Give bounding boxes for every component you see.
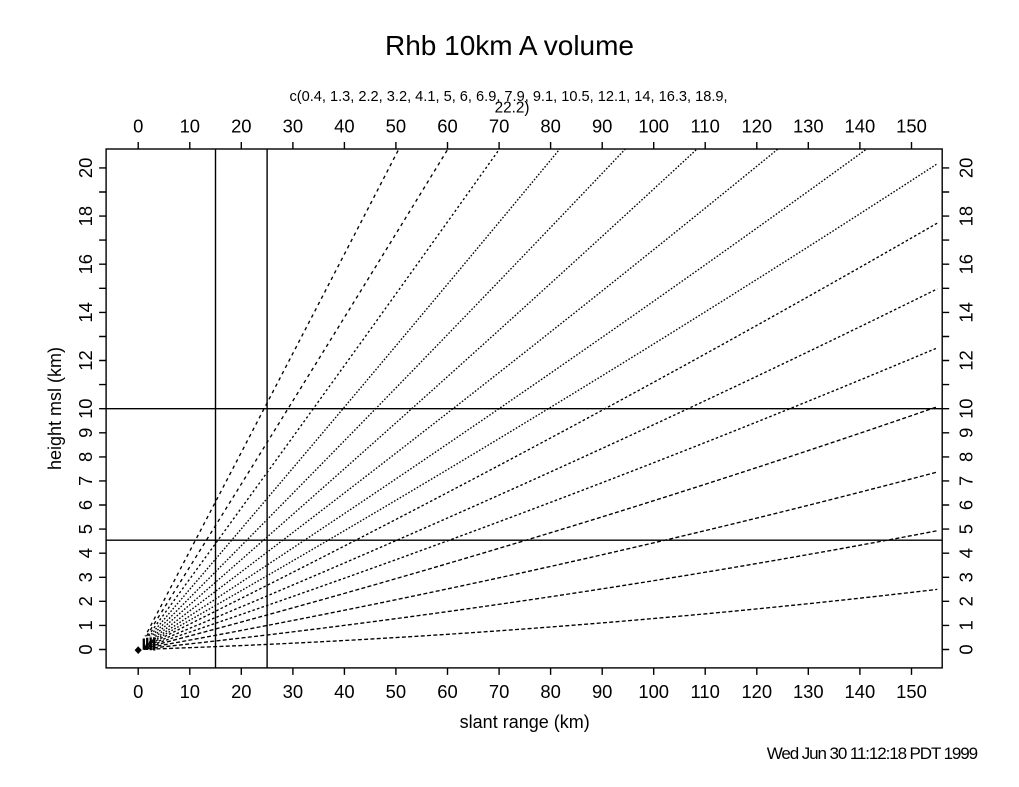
svg-text:9: 9 <box>955 428 976 438</box>
svg-text:140: 140 <box>845 681 876 702</box>
svg-text:Rhb 10km A volume: Rhb 10km A volume <box>385 30 634 61</box>
svg-text:7: 7 <box>955 476 976 486</box>
svg-text:20: 20 <box>955 158 976 178</box>
svg-text:4: 4 <box>955 548 976 558</box>
svg-text:8: 8 <box>75 452 96 462</box>
svg-text:12: 12 <box>955 350 976 370</box>
svg-text:100: 100 <box>638 681 669 702</box>
svg-text:6: 6 <box>955 500 976 510</box>
svg-text:14: 14 <box>75 302 96 322</box>
svg-text:3: 3 <box>75 572 96 582</box>
svg-text:20: 20 <box>231 681 251 702</box>
svg-text:0: 0 <box>133 116 143 137</box>
svg-text:16: 16 <box>75 254 96 274</box>
svg-text:0: 0 <box>133 681 143 702</box>
svg-text:40: 40 <box>334 116 354 137</box>
svg-text:40: 40 <box>334 681 354 702</box>
svg-text:8: 8 <box>955 452 976 462</box>
svg-text:90: 90 <box>592 116 612 137</box>
svg-text:110: 110 <box>691 681 720 702</box>
svg-text:12: 12 <box>75 350 96 370</box>
svg-text:10: 10 <box>955 398 976 418</box>
svg-text:3: 3 <box>955 572 976 582</box>
svg-text:90: 90 <box>592 681 612 702</box>
svg-text:140: 140 <box>845 116 876 137</box>
svg-text:0: 0 <box>75 644 96 654</box>
svg-text:height msl (km): height msl (km) <box>45 347 65 470</box>
svg-text:18: 18 <box>75 206 96 226</box>
svg-text:50: 50 <box>386 116 406 137</box>
svg-text:30: 30 <box>283 116 303 137</box>
svg-text:9: 9 <box>75 428 96 438</box>
svg-text:110: 110 <box>691 116 720 137</box>
svg-text:slant range (km): slant range (km) <box>460 712 590 732</box>
svg-text:130: 130 <box>793 681 824 702</box>
svg-text:5: 5 <box>75 524 96 534</box>
svg-text:80: 80 <box>540 681 560 702</box>
svg-text:14: 14 <box>955 302 976 322</box>
svg-text:c(0.4, 1.3, 2.2, 3.2, 4.1, 5,: c(0.4, 1.3, 2.2, 3.2, 4.1, 5, 6, 6.9, 7.… <box>289 89 727 105</box>
svg-text:100: 100 <box>638 116 669 137</box>
svg-text:Wed Jun 30 11:12:18 PDT 1999: Wed Jun 30 11:12:18 PDT 1999 <box>767 744 978 763</box>
svg-text:1: 1 <box>75 620 96 630</box>
svg-text:1: 1 <box>955 620 976 630</box>
svg-text:16: 16 <box>955 254 976 274</box>
svg-text:2: 2 <box>75 596 96 606</box>
svg-text:10: 10 <box>180 681 200 702</box>
svg-text:150: 150 <box>896 681 927 702</box>
svg-text:130: 130 <box>793 116 824 137</box>
svg-text:5: 5 <box>955 524 976 534</box>
svg-text:22.2): 22.2) <box>495 100 530 117</box>
svg-text:4: 4 <box>75 548 96 558</box>
svg-text:70: 70 <box>489 681 509 702</box>
svg-text:30: 30 <box>283 681 303 702</box>
svg-text:120: 120 <box>741 116 772 137</box>
svg-text:10: 10 <box>75 398 96 418</box>
svg-text:18: 18 <box>955 206 976 226</box>
svg-text:6: 6 <box>75 500 96 510</box>
svg-text:50: 50 <box>386 681 406 702</box>
svg-text:60: 60 <box>437 681 457 702</box>
svg-text:120: 120 <box>741 681 772 702</box>
svg-text:150: 150 <box>896 116 927 137</box>
svg-text:80: 80 <box>540 116 560 137</box>
svg-text:20: 20 <box>231 116 251 137</box>
svg-text:20: 20 <box>75 158 96 178</box>
svg-text:0: 0 <box>955 644 976 654</box>
svg-text:2: 2 <box>955 596 976 606</box>
svg-text:10: 10 <box>180 116 200 137</box>
svg-text:60: 60 <box>437 116 457 137</box>
svg-text:70: 70 <box>489 116 509 137</box>
svg-text:7: 7 <box>75 476 96 486</box>
